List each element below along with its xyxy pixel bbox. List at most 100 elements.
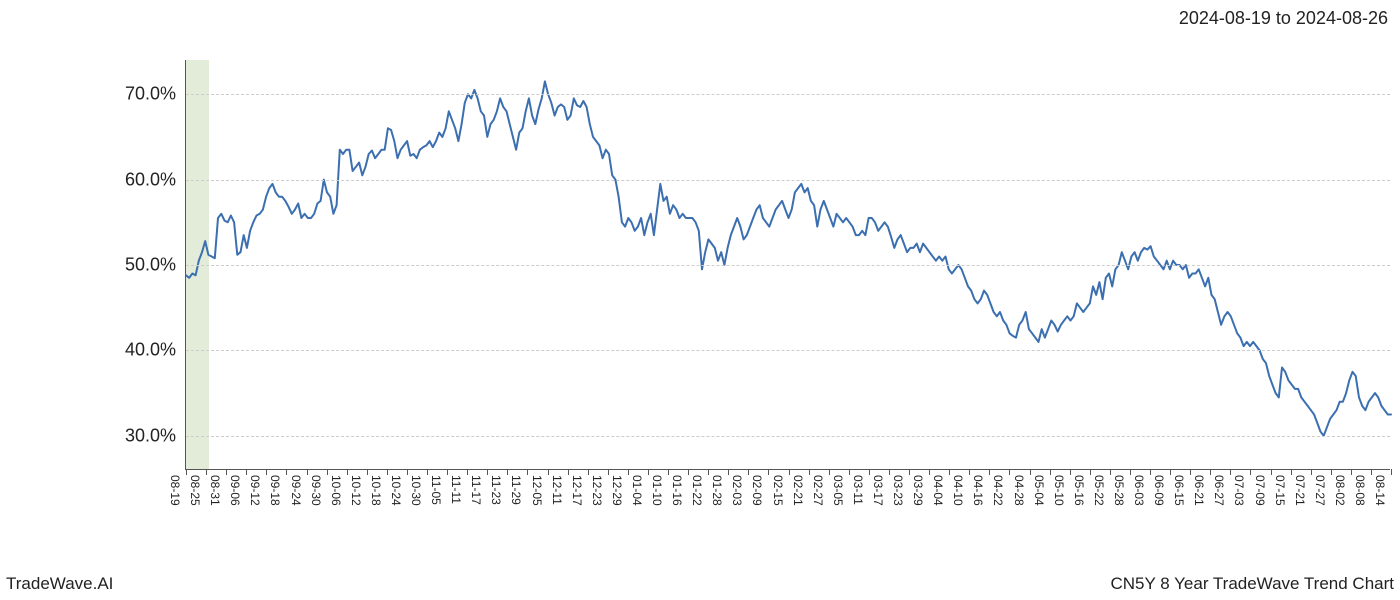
y-tick-label: 40.0% [125,340,186,361]
footer-brand: TradeWave.AI [6,574,113,594]
x-tick-label: 10-30 [409,475,423,506]
x-tick-label: 07-09 [1253,475,1267,506]
x-tick [206,469,207,475]
x-tick [286,469,287,475]
x-tick-label: 01-10 [650,475,664,506]
x-tick [387,469,388,475]
x-tick [668,469,669,475]
x-tick-label: 12-05 [530,475,544,506]
x-tick [889,469,890,475]
x-tick [226,469,227,475]
x-tick [768,469,769,475]
x-tick-label: 09-18 [268,475,282,506]
y-tick-label: 70.0% [125,84,186,105]
x-tick [849,469,850,475]
x-tick [186,469,187,475]
x-tick-label: 11-05 [429,475,443,505]
chart-plot-area: 30.0%40.0%50.0%60.0%70.0%08-1908-2508-31… [185,60,1390,470]
x-tick-label: 02-21 [791,475,805,506]
x-tick-label: 06-03 [1132,475,1146,506]
x-tick [548,469,549,475]
x-tick-label: 03-23 [891,475,905,506]
x-tick [688,469,689,475]
x-tick-label: 08-08 [1353,475,1367,506]
x-tick [367,469,368,475]
x-tick-label: 12-11 [550,475,564,505]
y-tick-label: 60.0% [125,169,186,190]
x-tick-label: 04-22 [991,475,1005,506]
x-tick-label: 11-23 [489,475,503,505]
x-tick-label: 06-27 [1212,475,1226,506]
x-tick [789,469,790,475]
x-tick [1130,469,1131,475]
x-tick [568,469,569,475]
x-tick [527,469,528,475]
x-tick [307,469,308,475]
x-tick [1110,469,1111,475]
x-tick-label: 02-15 [771,475,785,506]
x-tick [929,469,930,475]
x-tick-label: 01-04 [630,475,644,506]
x-tick-label: 01-28 [710,475,724,506]
x-tick-label: 11-29 [509,475,523,505]
x-tick-label: 07-21 [1293,475,1307,506]
x-tick-label: 12-17 [570,475,584,506]
x-tick-label: 09-24 [289,475,303,506]
x-tick [608,469,609,475]
x-tick [1150,469,1151,475]
x-tick-label: 10-06 [329,475,343,506]
x-tick-label: 01-16 [670,475,684,506]
x-tick-label: 04-04 [931,475,945,506]
x-tick-label: 09-30 [309,475,323,506]
x-tick-label: 07-15 [1273,475,1287,506]
x-tick [327,469,328,475]
x-tick-label: 11-11 [449,475,463,504]
x-tick [1291,469,1292,475]
x-tick-label: 05-22 [1092,475,1106,506]
x-tick-label: 05-10 [1052,475,1066,506]
x-tick-label: 07-27 [1313,475,1327,506]
x-tick [1050,469,1051,475]
x-tick [347,469,348,475]
x-tick [1070,469,1071,475]
x-tick-label: 08-14 [1373,475,1387,506]
x-tick [949,469,950,475]
x-tick-label: 08-31 [208,475,222,506]
x-tick [648,469,649,475]
x-tick-label: 09-12 [248,475,262,506]
x-tick-label: 12-23 [590,475,604,506]
x-tick-label: 05-16 [1072,475,1086,506]
x-tick-label: 01-22 [690,475,704,506]
x-tick-label: 03-17 [871,475,885,506]
gridline [186,350,1390,351]
gridline [186,436,1390,437]
gridline [186,265,1390,266]
x-tick-label: 04-16 [971,475,985,506]
x-tick [1009,469,1010,475]
chart-title: CN5Y 8 Year TradeWave Trend Chart [1111,574,1395,594]
x-tick-label: 12-29 [610,475,624,506]
x-tick [1090,469,1091,475]
y-tick-label: 50.0% [125,255,186,276]
x-tick-label: 05-28 [1112,475,1126,506]
y-tick-label: 30.0% [125,425,186,446]
x-tick-label: 10-12 [349,475,363,506]
x-tick [1311,469,1312,475]
gridline [186,180,1390,181]
x-tick [447,469,448,475]
x-tick [909,469,910,475]
x-tick [829,469,830,475]
x-tick [1391,469,1392,475]
x-tick-label: 07-03 [1232,475,1246,506]
x-tick [869,469,870,475]
x-tick-label: 04-28 [1012,475,1026,506]
date-range-label: 2024-08-19 to 2024-08-26 [1179,8,1388,29]
gridline [186,94,1390,95]
x-tick-label: 03-11 [851,475,865,505]
x-tick [407,469,408,475]
x-tick [427,469,428,475]
x-tick-label: 02-03 [730,475,744,506]
x-tick [1170,469,1171,475]
x-tick-label: 10-24 [389,475,403,506]
x-tick-label: 03-05 [831,475,845,506]
